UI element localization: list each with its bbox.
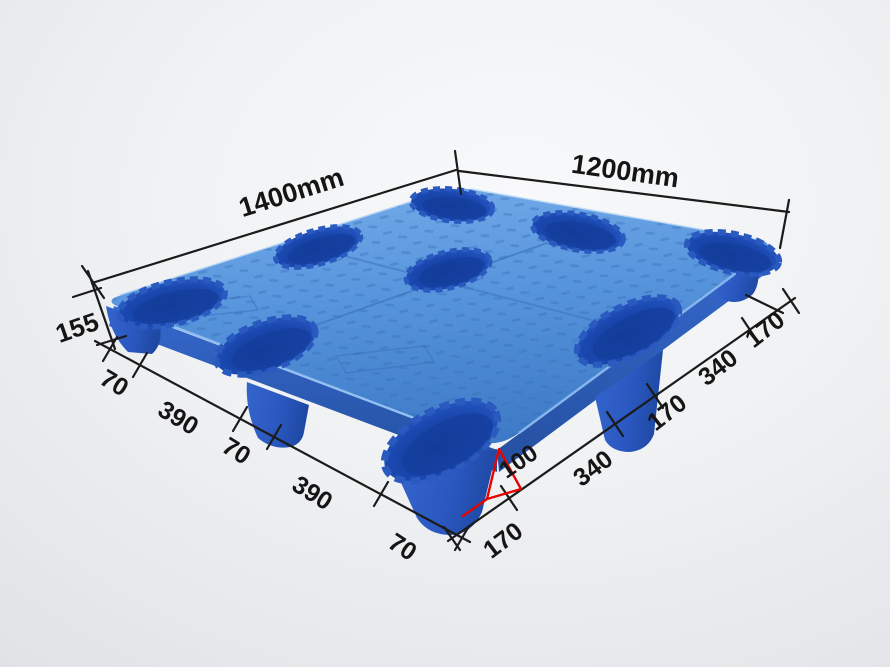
dimension-chain-left [93, 339, 472, 544]
cavity-depth [132, 288, 219, 324]
dimension-chain-right [446, 296, 797, 543]
tick-mark [131, 351, 149, 379]
cavity-depth [401, 413, 493, 476]
leg-height-edge-line [461, 497, 489, 518]
extension-line [744, 293, 785, 315]
foot-cavity-front-right [573, 294, 683, 368]
cavity-depth [422, 196, 487, 220]
dimension-annotations [71, 149, 801, 552]
plastic-pallet [106, 186, 783, 535]
foot-cavity-back-left [272, 224, 364, 270]
tick-mark [778, 198, 791, 250]
tick-mark [372, 480, 390, 508]
cavity-depth [418, 257, 485, 288]
tick-mark [101, 335, 119, 363]
dimension-line-height [86, 269, 117, 351]
dimension-line-width [457, 169, 791, 214]
deck-groove-cross [309, 246, 631, 331]
cavity-depth [698, 242, 772, 273]
foot-cavity-center [403, 247, 493, 293]
tick-mark [645, 382, 665, 410]
dimension-line-length [90, 168, 458, 285]
tick-mark [231, 405, 249, 433]
tick-mark [80, 264, 106, 300]
deck-inset-pad [334, 345, 436, 374]
deck-antislip-texture [111, 188, 769, 444]
tick-mark [265, 423, 283, 451]
cavity-depth [592, 307, 675, 360]
tick-mark [71, 286, 103, 299]
tick-mark [781, 287, 801, 315]
foot-cavity-front-left [213, 314, 319, 378]
tick-mark [605, 410, 625, 438]
cavity-depth [544, 221, 616, 250]
deck-rim-highlight-back-left [119, 190, 445, 296]
cavity-depth [231, 327, 312, 371]
tick-mark [442, 525, 462, 552]
foot-cavity-front-corner [380, 397, 502, 485]
foot-cavity-back-right [530, 210, 626, 254]
tick-mark [499, 484, 519, 512]
pallet-front-right-wall [497, 254, 769, 472]
tick-mark [453, 149, 463, 196]
foot-cavity-top-corner [408, 186, 496, 224]
leg-height-triangle [485, 447, 523, 501]
leg-height-callout [461, 447, 523, 518]
tick-mark [740, 316, 760, 344]
foot-cavity-left-corner [116, 276, 228, 330]
cavity-depth [287, 234, 356, 265]
